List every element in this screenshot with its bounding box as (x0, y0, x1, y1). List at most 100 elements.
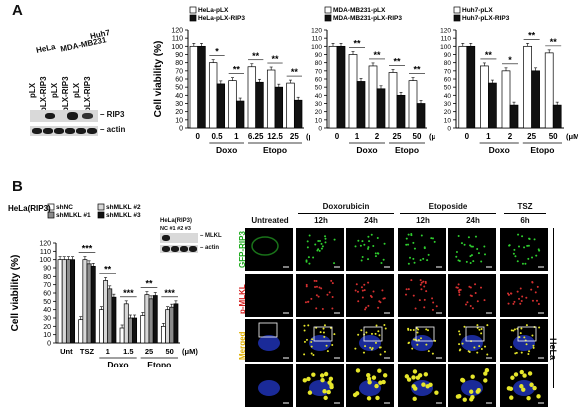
puncta (333, 238, 336, 241)
puncta (433, 240, 436, 243)
puncta (457, 283, 460, 286)
puncta (326, 389, 331, 395)
puncta (360, 329, 363, 332)
puncta (480, 260, 483, 263)
bar-shmlkl-1 (86, 263, 92, 344)
puncta (513, 328, 516, 331)
puncta (383, 324, 386, 327)
puncta (317, 295, 320, 298)
puncta (521, 295, 524, 298)
bar-hela-plx-rip3 (197, 45, 206, 129)
y-tick-label: 110 (40, 249, 51, 256)
puncta (526, 395, 531, 401)
puncta (458, 330, 461, 333)
puncta (466, 301, 469, 304)
micro-image-merged-dox-24h (346, 319, 394, 362)
y-axis-label: Cell viability (%) (153, 41, 164, 118)
puncta (327, 380, 332, 385)
significance-marker: ** (233, 65, 241, 75)
puncta (305, 259, 308, 262)
puncta (435, 305, 438, 308)
puncta (367, 304, 370, 307)
puncta (458, 288, 461, 291)
puncta (412, 294, 415, 297)
puncta (522, 373, 527, 378)
micro-header-doxorubicin-line (298, 213, 394, 214)
significance-marker: ** (104, 265, 112, 275)
puncta (468, 285, 471, 288)
puncta (431, 297, 434, 300)
x-unit-label: (μM) (429, 132, 435, 141)
micro-time-dox-24h: 24h (364, 216, 378, 225)
x-tick-label: 6.25 (248, 132, 264, 141)
bar-shmlkl-2 (82, 259, 88, 344)
micro-image-gfp-rip3-dox-24h (346, 228, 394, 271)
puncta (484, 368, 490, 373)
puncta (325, 344, 328, 347)
x-tick-label: 25 (393, 132, 402, 141)
x-tick-label: 25 (145, 347, 153, 356)
puncta (476, 351, 479, 354)
puncta (307, 390, 313, 395)
y-tick-label: 110 (312, 36, 323, 43)
x-tick-label: TSZ (80, 347, 95, 356)
blot-lane-5: pLX (72, 82, 81, 98)
puncta (412, 338, 415, 341)
micro-header-untreated: Untreated (251, 216, 289, 225)
puncta (364, 308, 367, 311)
puncta (361, 289, 364, 292)
puncta (383, 297, 386, 300)
puncta (359, 244, 362, 247)
puncta (328, 376, 334, 381)
puncta (367, 281, 370, 284)
puncta (469, 294, 472, 297)
puncta (377, 330, 380, 333)
micro-image-gfp-rip3-tsz-6h (500, 228, 548, 271)
nucleus (411, 335, 433, 351)
puncta (406, 377, 412, 382)
puncta (323, 335, 326, 338)
puncta (469, 389, 474, 394)
y-tick-label: 50 (315, 85, 323, 92)
bar-hela-plx-rip3 (216, 83, 226, 129)
puncta (510, 329, 513, 332)
puncta (383, 242, 386, 245)
puncta (483, 371, 488, 376)
puncta (477, 252, 480, 255)
puncta (409, 329, 412, 332)
puncta (412, 369, 418, 374)
y-tick-label: 90 (43, 266, 51, 273)
puncta (413, 261, 416, 264)
legend-label: shMLKL #2 (106, 204, 141, 211)
puncta (324, 237, 327, 240)
puncta (410, 233, 413, 236)
microscopy-grid: Untreated Doxorubicin 12h 24h Etoposide … (238, 198, 580, 407)
puncta (374, 383, 379, 389)
x-tick-label: 25 (527, 132, 536, 141)
bar-shmlkl-1 (65, 259, 71, 344)
puncta (535, 299, 538, 302)
bar-huh7-plx-rip3 (466, 45, 476, 129)
puncta (480, 332, 483, 335)
puncta (426, 259, 429, 262)
puncta (414, 307, 417, 310)
micro-image-merged-tsz-6h (500, 319, 548, 362)
puncta (459, 348, 462, 351)
legend-swatch (47, 203, 55, 211)
bar-shmlkl-1 (148, 298, 154, 344)
puncta (372, 245, 375, 248)
y-tick-label: 20 (43, 324, 51, 331)
puncta (411, 375, 416, 380)
puncta (333, 333, 336, 336)
puncta (513, 248, 516, 251)
puncta (370, 348, 373, 351)
y-tick-label: 90 (444, 52, 452, 59)
blot-lane-1: pLX (28, 82, 37, 98)
puncta (407, 288, 410, 291)
puncta (518, 245, 521, 248)
bar-huh7-plx-rip3 (509, 104, 519, 129)
puncta (368, 240, 371, 243)
bar-huh7-plx (480, 65, 489, 129)
puncta (471, 307, 474, 310)
